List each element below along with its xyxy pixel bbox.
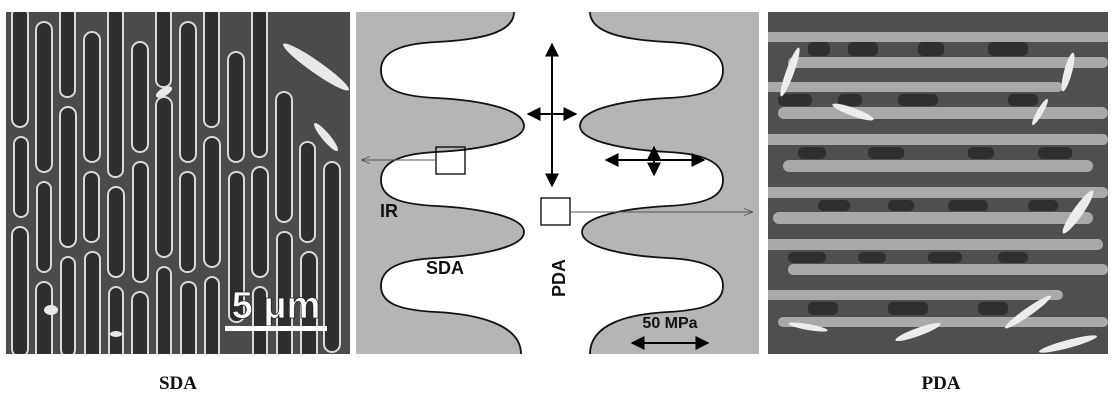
stress-scale-label: 50 MPa xyxy=(642,315,697,332)
label-ir: IR xyxy=(380,201,398,221)
dendrite-schematic-svg: IR SDA PDA 50 MPa xyxy=(356,12,759,354)
scale-bar-label: 5 μm xyxy=(232,285,321,327)
scale-bar xyxy=(225,326,327,331)
caption-pda: PDA xyxy=(921,373,961,394)
label-sda: SDA xyxy=(426,258,464,278)
label-pda: PDA xyxy=(549,259,569,297)
pda-micrograph xyxy=(768,12,1108,354)
sda-micrograph-image: 5 μm xyxy=(6,12,350,354)
caption-sda: SDA xyxy=(158,373,197,394)
dendrite-schematic: IR SDA PDA 50 MPa xyxy=(356,12,759,354)
sda-micrograph: 5 μm xyxy=(6,12,350,354)
interdendritic-region-left xyxy=(356,12,524,354)
pda-sample-box xyxy=(540,197,571,226)
pda-micrograph-image xyxy=(768,12,1108,354)
interdendritic-region-right xyxy=(580,12,759,354)
